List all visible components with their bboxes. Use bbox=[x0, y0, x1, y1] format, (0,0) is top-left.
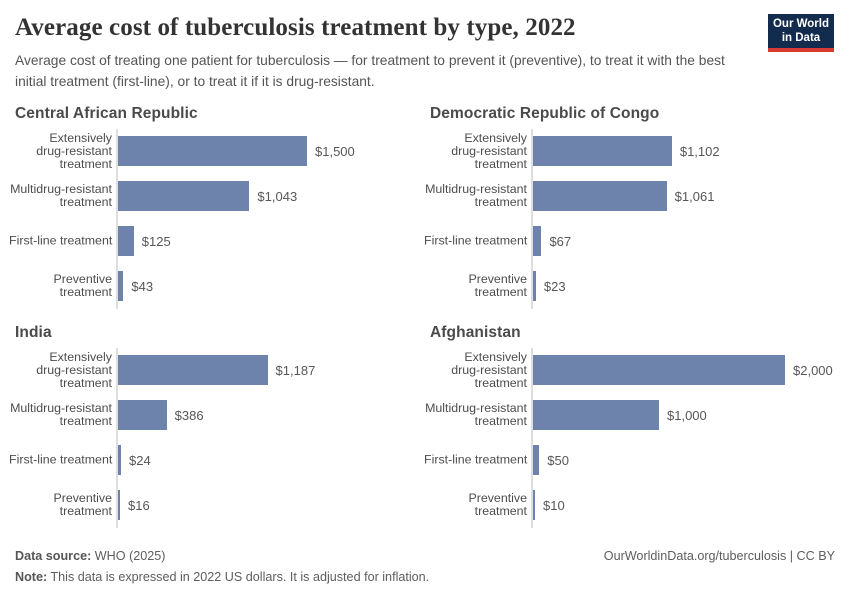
category-label: Extensively drug-resistant treatment bbox=[451, 130, 527, 171]
bar-row: First-line treatment $67 bbox=[424, 226, 835, 256]
value-label: $24 bbox=[129, 452, 151, 468]
panel-india: India Extensively drug-resistant treatme… bbox=[9, 323, 420, 528]
bar[interactable] bbox=[118, 355, 268, 385]
cc-attribution: OurWorldinData.org/tuberculosis | CC BY bbox=[603, 549, 835, 563]
panel-body: Extensively drug-resistant treatment $2,… bbox=[424, 348, 835, 528]
y-axis-line bbox=[116, 348, 118, 528]
chart-title: Average cost of tuberculosis treatment b… bbox=[15, 14, 576, 41]
header-text: Average cost of tuberculosis treatment b… bbox=[15, 12, 747, 92]
bar[interactable] bbox=[533, 136, 672, 166]
value-label: $67 bbox=[549, 233, 572, 249]
bar-row: First-line treatment $24 bbox=[9, 445, 420, 475]
bar-row: Multidrug-resistant treatment $1,043 bbox=[10, 181, 420, 211]
category-label: Extensively drug-resistant treatment bbox=[36, 349, 112, 390]
panel-afghanistan: Afghanistan Extensively drug-resistant t… bbox=[424, 323, 835, 528]
panels-grid: Central African Republic Extensively dru… bbox=[9, 104, 835, 528]
note-line: Note: This data is expressed in 2022 US … bbox=[15, 570, 429, 585]
bar[interactable] bbox=[118, 490, 121, 520]
header: Average cost of tuberculosis treatment b… bbox=[15, 12, 835, 92]
owid-logo: Our World in Data bbox=[768, 14, 834, 52]
value-label: $16 bbox=[128, 497, 150, 513]
panel-democratic-republic-of-congo: Democratic Republic of Congo Extensively… bbox=[424, 104, 835, 309]
category-label: Preventive treatment bbox=[53, 491, 112, 518]
footer-left: Data source: WHO (2025) Note: This data … bbox=[15, 549, 429, 585]
panel-body: Extensively drug-resistant treatment $1,… bbox=[424, 129, 835, 309]
bar[interactable] bbox=[533, 445, 540, 475]
value-label: $386 bbox=[174, 407, 204, 423]
bar-row: Extensively drug-resistant treatment $1,… bbox=[36, 131, 420, 170]
value-label: $1,500 bbox=[315, 143, 355, 159]
chart-subtitle: Average cost of treating one patient for… bbox=[15, 53, 725, 89]
owid-logo-line2: in Data bbox=[781, 31, 821, 44]
value-label: $1,043 bbox=[257, 188, 298, 204]
bar-row: First-line treatment $50 bbox=[424, 445, 835, 475]
category-label: First-line treatment bbox=[424, 452, 528, 467]
bar-row: Multidrug-resistant treatment $1,061 bbox=[425, 181, 835, 211]
category-label: Preventive treatment bbox=[53, 272, 112, 299]
bar[interactable] bbox=[533, 181, 667, 211]
data-source-label: Data source: bbox=[15, 549, 92, 563]
bar-row: Preventive treatment $16 bbox=[53, 490, 420, 520]
bar-row: Preventive treatment $10 bbox=[468, 490, 835, 520]
bar[interactable] bbox=[533, 226, 542, 256]
y-axis-line bbox=[531, 348, 533, 528]
category-label: First-line treatment bbox=[424, 233, 528, 248]
bar[interactable] bbox=[533, 271, 536, 301]
bar-row: Extensively drug-resistant treatment $1,… bbox=[451, 131, 835, 170]
bar[interactable] bbox=[533, 355, 785, 385]
value-label: $125 bbox=[141, 233, 171, 249]
value-label: $23 bbox=[543, 278, 566, 294]
bar-row: Multidrug-resistant treatment $1,000 bbox=[425, 400, 835, 430]
bar[interactable] bbox=[118, 400, 167, 430]
category-label: Extensively drug-resistant treatment bbox=[451, 349, 527, 390]
bar-row: First-line treatment $125 bbox=[9, 226, 420, 256]
data-source-value: WHO (2025) bbox=[91, 549, 166, 563]
value-label: $1,102 bbox=[679, 143, 720, 159]
bar[interactable] bbox=[118, 445, 122, 475]
footer: Data source: WHO (2025) Note: This data … bbox=[15, 549, 835, 585]
bar[interactable] bbox=[533, 400, 659, 430]
bar-row: Multidrug-resistant treatment $386 bbox=[10, 400, 420, 430]
category-label: Preventive treatment bbox=[468, 272, 527, 299]
bar-row: Preventive treatment $43 bbox=[53, 271, 420, 301]
value-label: $50 bbox=[547, 452, 569, 468]
y-axis-line bbox=[531, 129, 533, 309]
panel-title: Afghanistan bbox=[430, 324, 521, 341]
value-label: $43 bbox=[131, 278, 154, 294]
panel-central-african-republic: Central African Republic Extensively dru… bbox=[9, 104, 420, 309]
note-label: Note: bbox=[15, 570, 48, 584]
value-label: $1,061 bbox=[674, 188, 715, 204]
category-label: Preventive treatment bbox=[468, 491, 527, 518]
bar[interactable] bbox=[118, 271, 124, 301]
panel-title: Central African Republic bbox=[15, 105, 198, 122]
category-label: Multidrug-resistant treatment bbox=[10, 401, 112, 428]
value-label: $10 bbox=[543, 497, 565, 513]
owid-logo-line1: Our World bbox=[772, 18, 829, 30]
bar-row: Extensively drug-resistant treatment $2,… bbox=[451, 350, 835, 389]
panel-title: Democratic Republic of Congo bbox=[430, 105, 660, 122]
category-label: First-line treatment bbox=[9, 233, 113, 248]
bar[interactable] bbox=[533, 490, 535, 520]
value-label: $1,187 bbox=[275, 362, 316, 378]
bar-row: Extensively drug-resistant treatment $1,… bbox=[36, 350, 420, 389]
bar[interactable] bbox=[118, 136, 307, 166]
bar-row: Preventive treatment $23 bbox=[468, 271, 835, 301]
category-label: Multidrug-resistant treatment bbox=[10, 182, 112, 209]
category-label: Extensively drug-resistant treatment bbox=[36, 130, 112, 171]
panel-body: Extensively drug-resistant treatment $1,… bbox=[9, 129, 420, 309]
bar[interactable] bbox=[118, 181, 250, 211]
category-label: First-line treatment bbox=[9, 452, 113, 467]
value-label: $1,000 bbox=[667, 407, 707, 423]
category-label: Multidrug-resistant treatment bbox=[425, 401, 527, 428]
category-label: Multidrug-resistant treatment bbox=[425, 182, 527, 209]
y-axis-line bbox=[116, 129, 118, 309]
bar[interactable] bbox=[118, 226, 134, 256]
note-value: This data is expressed in 2022 US dollar… bbox=[47, 570, 430, 584]
value-label: $2,000 bbox=[793, 362, 833, 378]
panel-title: India bbox=[15, 324, 52, 341]
panel-body: Extensively drug-resistant treatment $1,… bbox=[9, 348, 420, 528]
data-source-line: Data source: WHO (2025) bbox=[15, 549, 429, 564]
